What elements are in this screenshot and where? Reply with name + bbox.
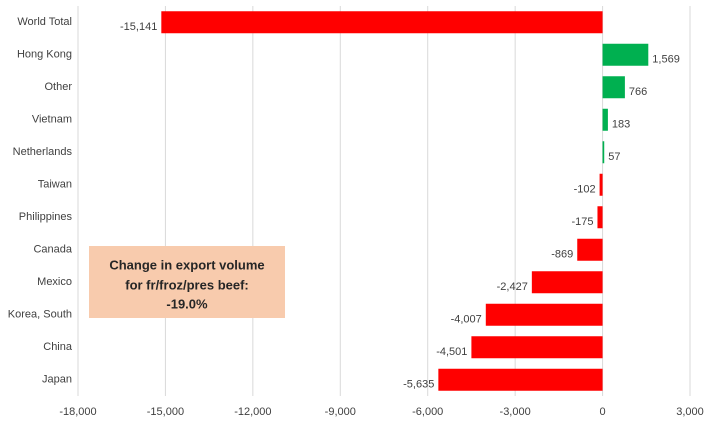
y-tick-label: Netherlands	[13, 146, 73, 158]
x-tick-label: -3,000	[500, 406, 531, 418]
bar	[602, 141, 605, 164]
y-tick-label: Korea, South	[8, 309, 72, 321]
data-label: -5,635	[403, 379, 434, 391]
data-label: -4,007	[451, 314, 482, 326]
data-label: -2,427	[497, 281, 528, 293]
bar	[471, 336, 603, 359]
data-label: 1,569	[652, 54, 680, 66]
data-label: -102	[574, 184, 596, 196]
annotation: Change in export volume	[109, 257, 264, 272]
data-label: 57	[608, 151, 620, 163]
annotation: -19.0%	[166, 296, 208, 311]
bar	[602, 108, 608, 131]
bar	[597, 206, 603, 229]
y-tick-label: Philippines	[19, 211, 73, 223]
data-label: 766	[629, 86, 647, 98]
x-tick-label: 0	[600, 406, 606, 418]
bar	[485, 303, 603, 326]
y-tick-label: Taiwan	[38, 179, 72, 191]
bar	[438, 368, 603, 391]
bar	[602, 43, 649, 66]
y-tick-label: Vietnam	[32, 114, 72, 126]
data-label: -15,141	[120, 21, 157, 33]
bar	[577, 238, 603, 261]
y-tick-label: World Total	[17, 16, 72, 28]
data-label: 183	[612, 119, 630, 131]
y-tick-label: Japan	[42, 374, 72, 386]
y-tick-label: Other	[44, 81, 72, 93]
bar	[531, 271, 603, 294]
annotation-box	[89, 246, 285, 318]
x-tick-label: -18,000	[59, 406, 96, 418]
y-tick-label: Canada	[33, 244, 72, 256]
x-tick-label: -9,000	[325, 406, 356, 418]
x-tick-label: -6,000	[412, 406, 443, 418]
bar	[161, 11, 603, 34]
bar	[599, 173, 603, 196]
data-label: -175	[571, 216, 593, 228]
y-tick-label: Hong Kong	[17, 49, 72, 61]
y-tick-label: China	[43, 341, 73, 353]
x-tick-label: -15,000	[147, 406, 184, 418]
bar	[602, 76, 625, 99]
x-tick-label: -12,000	[234, 406, 271, 418]
y-tick-label: Mexico	[37, 276, 72, 288]
data-label: -869	[551, 249, 573, 261]
data-label: -4,501	[436, 346, 467, 358]
x-tick-label: 3,000	[676, 406, 704, 418]
annotation: for fr/froz/pres beef:	[125, 277, 249, 292]
